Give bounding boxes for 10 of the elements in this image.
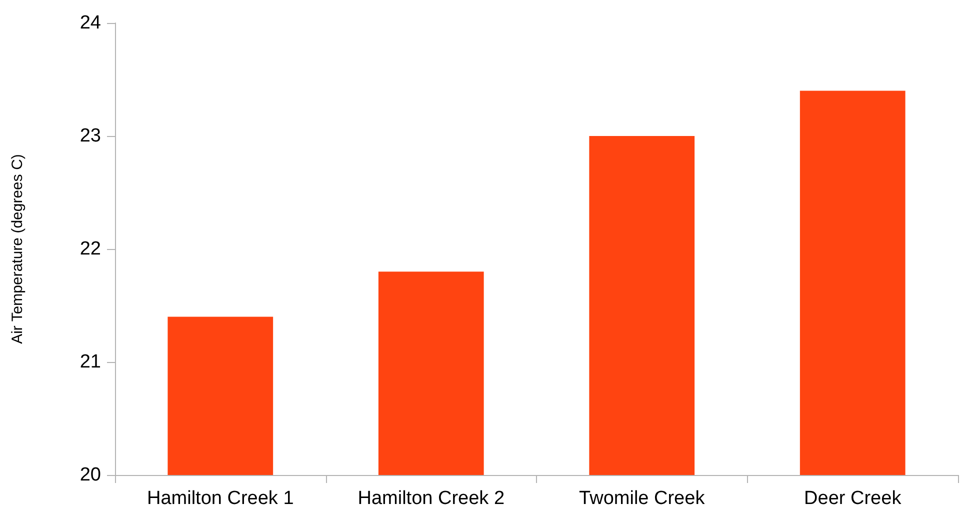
x-tick-label: Hamilton Creek 2 <box>358 488 505 509</box>
y-tick-label: 21 <box>80 352 101 372</box>
y-tick-label: 20 <box>80 464 101 486</box>
x-tick-label: Deer Creek <box>804 488 902 509</box>
y-tick-label: 23 <box>80 126 101 146</box>
y-tick-label: 24 <box>80 12 102 34</box>
y-tick-label: 22 <box>80 238 101 260</box>
x-tick-label: Twomile Creek <box>579 488 706 509</box>
y-axis-title: Air Temperature (degrees C) <box>9 154 26 344</box>
x-tick-label: Hamilton Creek 1 <box>146 488 294 509</box>
